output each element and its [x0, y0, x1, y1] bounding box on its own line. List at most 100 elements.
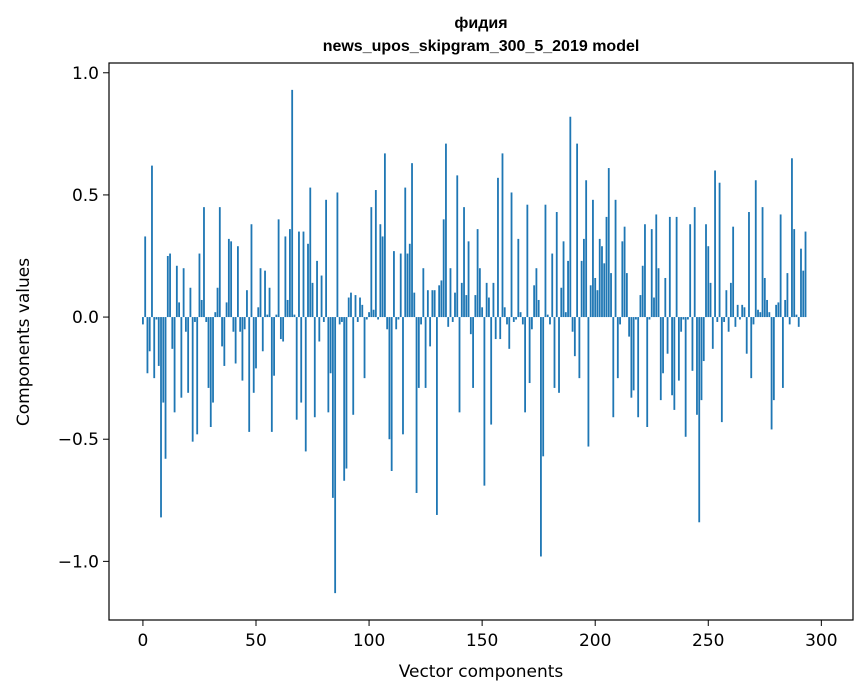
bar-28 [205, 317, 208, 322]
bar-11 [166, 256, 169, 318]
bar-43 [239, 317, 242, 332]
bar-163 [510, 192, 513, 318]
bar-217 [632, 317, 635, 391]
bar-82 [327, 317, 330, 413]
bar-17 [180, 317, 183, 398]
y-tick-label: −1.0 [58, 552, 99, 572]
bar-8 [160, 317, 162, 518]
plot-frame [108, 62, 854, 621]
bar-38 [227, 238, 230, 318]
bar-69 [298, 231, 300, 318]
bar-169 [524, 317, 526, 413]
bar-278 [770, 317, 773, 430]
x-tick-label: 300 [805, 631, 837, 651]
bar-50 [255, 317, 257, 369]
bar-192 [576, 143, 579, 318]
bar-103 [374, 190, 377, 318]
bar-199 [592, 199, 594, 318]
bar-200 [594, 277, 597, 318]
bar-78 [318, 317, 321, 342]
y-tick-label: −0.5 [58, 430, 99, 450]
bar-70 [300, 317, 303, 403]
bar-53 [261, 317, 264, 352]
bar-83 [329, 317, 332, 374]
bar-137 [451, 317, 454, 322]
bar-157 [497, 177, 499, 318]
bar-153 [488, 297, 490, 318]
bar-154 [490, 317, 493, 425]
bar-253 [714, 170, 716, 318]
bar-249 [705, 224, 707, 318]
bar-6 [155, 317, 158, 320]
bar-18 [182, 268, 185, 318]
bar-291 [800, 248, 802, 318]
bar-71 [302, 231, 305, 318]
bar-281 [777, 302, 780, 318]
bar-81 [325, 199, 327, 318]
bar-140 [458, 317, 461, 413]
bar-207 [610, 273, 612, 318]
bar-145 [469, 317, 472, 335]
bar-283 [781, 317, 784, 388]
bar-284 [784, 299, 787, 318]
bar-127 [429, 317, 432, 347]
bar-86 [336, 192, 339, 318]
bar-7 [157, 317, 160, 366]
bar-109 [388, 317, 391, 440]
bar-87 [338, 317, 341, 325]
chart-title: фидия [454, 15, 507, 32]
bar-141 [460, 282, 463, 318]
bar-174 [535, 268, 538, 318]
bar-231 [664, 277, 667, 318]
bar-265 [741, 304, 744, 318]
bar-236 [675, 216, 678, 318]
bar-25 [198, 253, 201, 318]
bar-177 [542, 317, 545, 457]
bar-259 [727, 317, 730, 332]
bar-271 [754, 180, 757, 318]
bar-270 [752, 317, 755, 325]
bar-222 [644, 224, 646, 318]
bar-116 [404, 187, 407, 318]
bar-122 [417, 317, 420, 388]
bar-155 [492, 282, 495, 318]
bar-261 [732, 226, 735, 318]
bar-31 [212, 317, 214, 403]
bar-168 [521, 317, 524, 325]
bar-195 [582, 238, 585, 318]
bar-9 [162, 317, 165, 403]
bar-213 [623, 226, 626, 318]
bar-257 [723, 317, 726, 322]
y-tick-label: 1.0 [72, 64, 99, 84]
bar-112 [395, 317, 398, 330]
bar-225 [650, 229, 653, 318]
bar-64 [286, 299, 289, 318]
bar-76 [313, 317, 316, 418]
bar-0 [142, 317, 144, 325]
bars-group [142, 89, 807, 594]
bar-133 [442, 219, 445, 318]
bar-1 [144, 236, 147, 318]
bar-173 [533, 285, 536, 318]
bar-170 [526, 204, 529, 318]
bar-232 [666, 317, 669, 354]
bar-171 [528, 317, 531, 384]
bar-205 [605, 216, 608, 318]
bar-147 [474, 295, 477, 318]
bar-218 [635, 317, 637, 320]
x-tick-label: 250 [692, 631, 724, 651]
bar-101 [370, 207, 373, 318]
bar-42 [237, 246, 239, 318]
bar-161 [506, 317, 508, 325]
bar-66 [291, 89, 294, 318]
bar-280 [775, 304, 778, 318]
bar-156 [494, 317, 497, 340]
bar-285 [786, 273, 789, 318]
bar-220 [639, 295, 642, 318]
y-axis-label: Components values [14, 258, 34, 426]
bar-292 [802, 270, 805, 318]
bar-89 [343, 317, 346, 481]
bar-142 [463, 207, 465, 318]
bar-188 [567, 260, 569, 318]
bar-159 [501, 153, 504, 318]
